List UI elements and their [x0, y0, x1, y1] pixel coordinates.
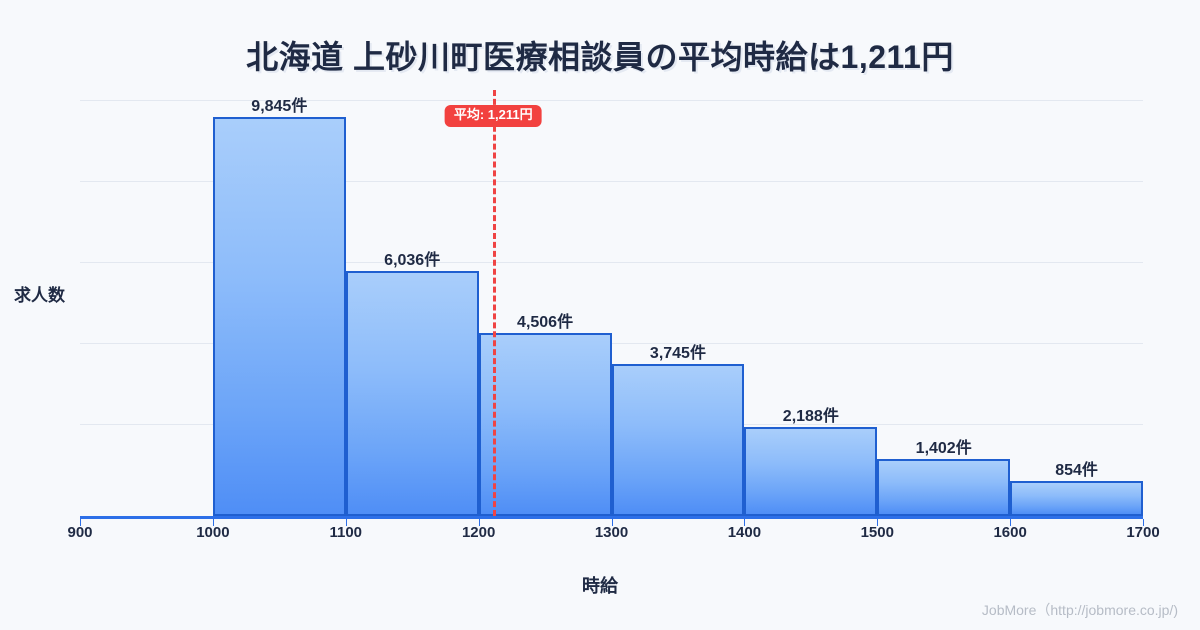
x-axis-tick-label: 1600	[993, 524, 1027, 541]
gridline	[80, 262, 1143, 263]
x-axis-tick	[1143, 519, 1144, 526]
bar	[212, 116, 346, 516]
x-axis-tick	[877, 519, 879, 526]
plot-area: 9,845件 6,036件 4,506件 3,745件 2,188件 1,402件 854件	[80, 90, 1143, 516]
bar-value-label: 2,188件	[782, 408, 839, 426]
x-axis-line	[80, 516, 1143, 519]
bar-value-label: 1,402件	[915, 440, 972, 458]
x-axis-title: 時給	[582, 576, 618, 596]
x-axis-tick	[345, 519, 347, 526]
gridline	[80, 343, 1143, 344]
x-axis-tick	[744, 519, 746, 526]
gridline	[80, 181, 1143, 182]
bar	[345, 271, 479, 516]
chart-title: 北海道 上砂川町医療相談員の平均時給は1,211円	[246, 39, 954, 75]
x-axis-tick-label: 1100	[329, 524, 363, 541]
bar	[478, 333, 612, 516]
bar-value-label: 854件	[1055, 462, 1098, 480]
bar-value-label: 3,745件	[649, 345, 706, 363]
x-axis-tick	[1010, 519, 1012, 526]
x-axis-tick	[80, 519, 81, 526]
bar	[611, 364, 745, 516]
x-axis-tick	[212, 519, 214, 526]
bar	[877, 459, 1011, 516]
average-badge: 平均: 1,211円	[444, 105, 542, 127]
x-axis-tick	[611, 519, 613, 526]
y-axis-title: 求人数	[14, 286, 65, 305]
x-axis-tick-label: 1200	[461, 524, 496, 541]
x-axis-tick-label: 1500	[860, 524, 894, 541]
x-axis-tick-label: 1700	[1126, 524, 1160, 541]
x-axis-tick	[478, 519, 480, 526]
bar-value-label: 6,036件	[384, 252, 441, 270]
watermark: JobMore（http://jobmore.co.jp/)	[981, 602, 1178, 618]
bar	[1010, 481, 1143, 516]
bar	[744, 427, 878, 516]
x-axis-tick-label: 1400	[727, 524, 762, 541]
x-axis-tick-label: 900	[67, 524, 93, 541]
bar-value-label: 9,845件	[251, 97, 308, 115]
gridline	[80, 100, 1143, 101]
bar-value-label: 4,506件	[517, 314, 574, 332]
x-axis-tick-label: 1000	[196, 524, 230, 541]
average-line	[493, 90, 497, 516]
x-axis-tick-label: 1300	[594, 524, 629, 541]
